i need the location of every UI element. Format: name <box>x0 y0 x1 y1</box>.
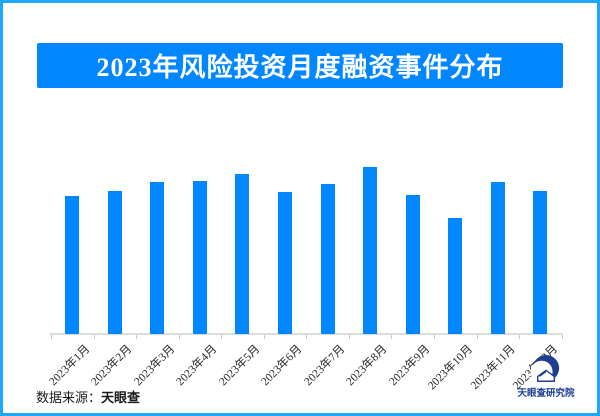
data-source-note: 数据来源：天眼查 <box>36 387 140 406</box>
x-axis-label: 2023年6月 <box>259 343 305 389</box>
x-axis-label: 2023年1月 <box>46 343 92 389</box>
bar-2023年6月 <box>278 192 293 334</box>
x-axis-tick <box>391 335 393 339</box>
x-axis-label: 2023年3月 <box>131 343 177 389</box>
bar-2023年8月 <box>363 167 378 334</box>
bar-2023年1月 <box>65 196 80 334</box>
bar-2023年2月 <box>107 191 122 334</box>
bar-2023年9月 <box>405 195 420 334</box>
x-axis-tick <box>561 335 563 339</box>
x-axis-tick <box>519 335 521 339</box>
x-axis-label: 2023年10月 <box>425 343 475 393</box>
x-axis-tick <box>51 335 52 339</box>
x-axis-tick <box>93 335 95 339</box>
bar-2023年10月 <box>448 218 463 334</box>
bar-2023年7月 <box>320 184 335 334</box>
tianyancha-swirl-icon <box>530 355 560 384</box>
bar-2023年12月 <box>533 191 548 334</box>
chart-title: 2023年风险投资月度融资事件分布 <box>96 53 504 82</box>
x-axis-line <box>50 333 563 335</box>
data-source-name: 天眼查 <box>101 390 141 405</box>
x-axis-label: 2023年5月 <box>216 343 263 389</box>
x-axis-label: 2023年4月 <box>174 343 220 389</box>
bar-2023年11月 <box>490 182 505 334</box>
x-axis-tick <box>476 335 478 339</box>
x-axis-tick <box>178 335 180 339</box>
bar-2023年5月 <box>235 174 250 334</box>
logo-label: 天眼查研究院 <box>517 388 575 399</box>
x-axis-tick <box>263 335 265 339</box>
data-source-label: 数据来源： <box>36 390 102 405</box>
x-axis-tick <box>306 335 308 339</box>
tianyancha-research-logo: 天眼查研究院 <box>506 354 586 399</box>
chart-title-banner: 2023年风险投资月度融资事件分布 <box>37 43 563 88</box>
bar-2023年3月 <box>150 182 165 334</box>
bar-2023年4月 <box>192 181 207 334</box>
x-axis-tick <box>136 335 138 339</box>
x-axis-label: 2023年8月 <box>344 343 390 389</box>
x-axis-tick <box>348 335 350 339</box>
x-axis-tick <box>221 335 223 339</box>
x-axis-label: 2023年7月 <box>302 343 348 389</box>
x-axis-tick <box>433 335 435 339</box>
x-axis-label: 2023年2月 <box>89 343 135 389</box>
